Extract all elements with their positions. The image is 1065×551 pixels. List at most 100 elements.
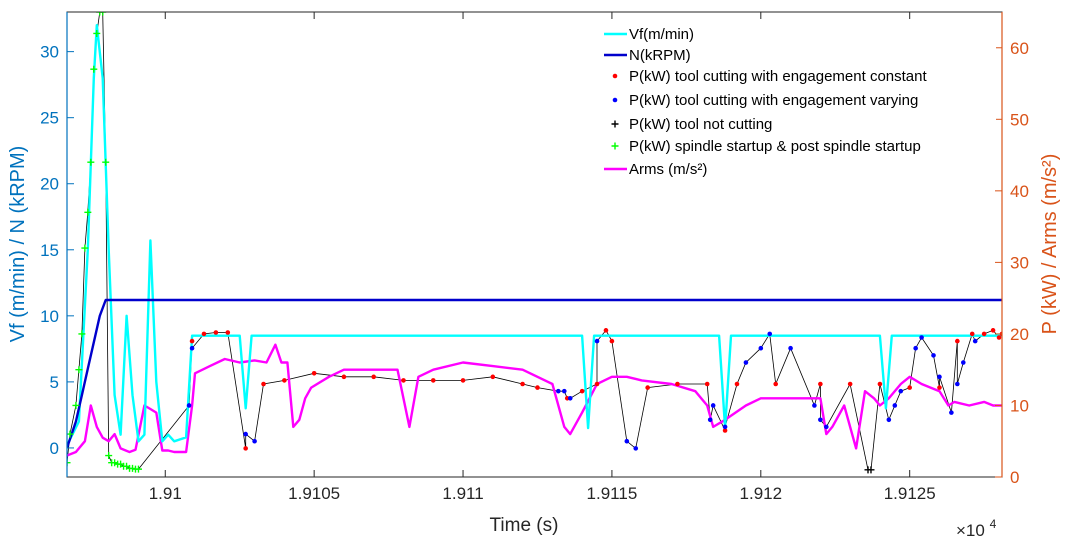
data-point-p-kw-tool-cutting-with-engagement-constant (773, 382, 778, 387)
x-axis-label: Time (s) (490, 515, 559, 536)
data-point-p-kw-tool-cutting-with-engagement-constant (997, 335, 1002, 340)
data-point-p-kw-tool-cutting-with-engagement-varying (625, 439, 630, 444)
data-point-p-kw-tool-cutting-with-engagement-constant (214, 330, 219, 335)
data-point-p-kw-tool-cutting-with-engagement-varying (708, 417, 713, 422)
data-point-p-kw-tool-cutting-with-engagement-constant (461, 378, 466, 383)
data-point-p-kw-tool-cutting-with-engagement-varying (955, 382, 960, 387)
data-point-p-kw-tool-cutting-with-engagement-constant (955, 339, 960, 344)
data-point-p-kw-tool-cutting-with-engagement-constant (225, 330, 230, 335)
data-point-p-kw-tool-cutting-with-engagement-varying (711, 403, 716, 408)
legend-item-p-startup: P(kW) spindle startup & post spindle sta… (612, 138, 921, 155)
x-exponent-base: ×10 (956, 521, 985, 540)
right-tick-label: 40 (1010, 182, 1029, 201)
data-point-p-kw-tool-cutting-with-engagement-constant (937, 385, 942, 390)
x-tick-label: 1.91 (149, 484, 182, 503)
legend-label-vf: Vf(m/min) (629, 26, 694, 43)
left-tick-label: 5 (50, 373, 59, 392)
x-tick-label: 1.9105 (288, 484, 340, 503)
right-tick-label: 60 (1010, 39, 1029, 58)
data-point-p-kw-tool-cutting-with-engagement-constant (371, 375, 376, 380)
data-point-p-kw-tool-cutting-with-engagement-varying (887, 417, 892, 422)
data-point-p-kw-tool-cutting-with-engagement-constant (907, 385, 912, 390)
x-tick-label: 1.912 (740, 484, 783, 503)
left-tick-label: 30 (40, 43, 59, 62)
data-point-p-kw-tool-cutting-with-engagement-varying (556, 389, 561, 394)
data-point-p-kw-tool-cutting-with-engagement-varying (893, 403, 898, 408)
data-point-p-kw-tool-cutting-with-engagement-varying (744, 360, 749, 365)
data-point-p-kw-tool-cutting-with-engagement-varying (937, 375, 942, 380)
legend-item-p-not-cutting: P(kW) tool not cutting (612, 116, 773, 133)
data-point-p-kw-tool-cutting-with-engagement-constant (431, 378, 436, 383)
data-point-p-kw-tool-cutting-with-engagement-constant (982, 332, 987, 337)
left-tick-label: 25 (40, 109, 59, 128)
data-point-p-kw-tool-cutting-with-engagement-varying (252, 439, 257, 444)
data-point-p-kw-tool-cutting-with-engagement-constant (282, 378, 287, 383)
legend-label-p-startup: P(kW) spindle startup & post spindle sta… (629, 138, 921, 155)
data-point-p-kw-tool-cutting-with-engagement-constant (604, 328, 609, 333)
x-exponent: ×10 4 (956, 517, 997, 540)
right-tick-label: 20 (1010, 325, 1029, 344)
data-point-p-kw-tool-cutting-with-engagement-varying (913, 346, 918, 351)
data-point-p-kw-tool-cutting-with-engagement-varying (919, 335, 924, 340)
right-axis-label: P (kW) / Arms (m/s²) (1039, 154, 1061, 335)
right-tick-label: 50 (1010, 110, 1029, 129)
left-tick-label: 15 (40, 241, 59, 260)
legend-swatch-p-varying (613, 98, 618, 103)
data-point-p-kw-tool-cutting-with-engagement-varying (723, 425, 728, 430)
legend-label-p-not-cutting: P(kW) tool not cutting (629, 116, 772, 133)
data-point-p-kw-tool-cutting-with-engagement-constant (818, 382, 823, 387)
data-point-p-kw-tool-cutting-with-engagement-varying (812, 403, 817, 408)
data-point-p-kw-tool-cutting-with-engagement-constant (520, 382, 525, 387)
data-point-p-kw-tool-cutting-with-engagement-varying (931, 353, 936, 358)
data-point-p-kw-tool-cutting-with-engagement-varying (190, 346, 195, 351)
data-point-p-kw-tool-cutting-with-engagement-varying (562, 389, 567, 394)
data-point-p-kw-tool-cutting-with-engagement-varying (973, 339, 978, 344)
legend-label-n: N(kRPM) (629, 47, 691, 64)
data-point-p-kw-tool-cutting-with-engagement-constant (243, 446, 248, 451)
data-point-p-kw-tool-cutting-with-engagement-constant (535, 385, 540, 390)
legend-item-p-constant: P(kW) tool cutting with engagement const… (613, 68, 928, 85)
data-point-p-kw-tool-cutting-with-engagement-varying (898, 389, 903, 394)
data-point-p-kw-tool-cutting-with-engagement-constant (595, 382, 600, 387)
data-point-p-kw-tool-cutting-with-engagement-varying (949, 410, 954, 415)
left-tick-label: 20 (40, 175, 59, 194)
data-point-p-kw-tool-cutting-with-engagement-constant (580, 389, 585, 394)
data-point-p-kw-tool-cutting-with-engagement-constant (991, 328, 996, 333)
left-tick-label: 10 (40, 307, 59, 326)
data-point-p-kw-tool-cutting-with-engagement-constant (401, 378, 406, 383)
data-point-p-kw-tool-cutting-with-engagement-varying (788, 346, 793, 351)
data-point-p-kw-tool-cutting-with-engagement-varying (187, 403, 192, 408)
data-point-p-kw-tool-cutting-with-engagement-constant (735, 382, 740, 387)
data-point-p-kw-tool-cutting-with-engagement-constant (610, 339, 615, 344)
data-point-p-kw-tool-cutting-with-engagement-constant (491, 375, 496, 380)
data-point-p-kw-tool-cutting-with-engagement-varying (824, 425, 829, 430)
data-point-p-kw-tool-cutting-with-engagement-varying (759, 346, 764, 351)
data-point-p-kw-tool-cutting-with-engagement-constant (312, 371, 317, 376)
right-tick-label: 10 (1010, 396, 1029, 415)
data-point-p-kw-tool-cutting-with-engagement-varying (243, 432, 248, 437)
legend-item-p-varying: P(kW) tool cutting with engagement varyi… (613, 92, 919, 109)
data-point-p-kw-tool-cutting-with-engagement-constant (261, 382, 266, 387)
x-tick-label: 1.9125 (884, 484, 936, 503)
legend-label-arms: Arms (m/s²) (629, 161, 707, 178)
data-point-p-kw-tool-cutting-with-engagement-constant (705, 382, 710, 387)
data-point-p-kw-tool-cutting-with-engagement-varying (568, 396, 573, 401)
data-point-p-kw-tool-cutting-with-engagement-constant (645, 385, 650, 390)
data-point-p-kw-tool-cutting-with-engagement-constant (190, 339, 195, 344)
right-tick-label: 30 (1010, 253, 1029, 272)
data-point-p-kw-tool-cutting-with-engagement-constant (342, 375, 347, 380)
data-point-p-kw-tool-cutting-with-engagement-constant (675, 382, 680, 387)
x-exponent-power: 4 (990, 517, 997, 531)
legend-swatch-p-constant (613, 74, 618, 79)
right-tick-label: 0 (1010, 468, 1019, 487)
x-tick-label: 1.9115 (587, 484, 638, 503)
legend: Vf(m/min) N(kRPM) P(kW) tool cutting wit… (594, 20, 996, 188)
left-tick-label: 0 (50, 439, 59, 458)
data-point-p-kw-tool-cutting-with-engagement-constant (848, 382, 853, 387)
data-point-p-kw-tool-cutting-with-engagement-varying (595, 339, 600, 344)
data-point-p-kw-tool-cutting-with-engagement-varying (767, 332, 772, 337)
x-tick-label: 1.911 (442, 484, 483, 503)
data-point-p-kw-tool-cutting-with-engagement-varying (633, 446, 638, 451)
data-point-p-kw-tool-cutting-with-engagement-constant (970, 332, 975, 337)
